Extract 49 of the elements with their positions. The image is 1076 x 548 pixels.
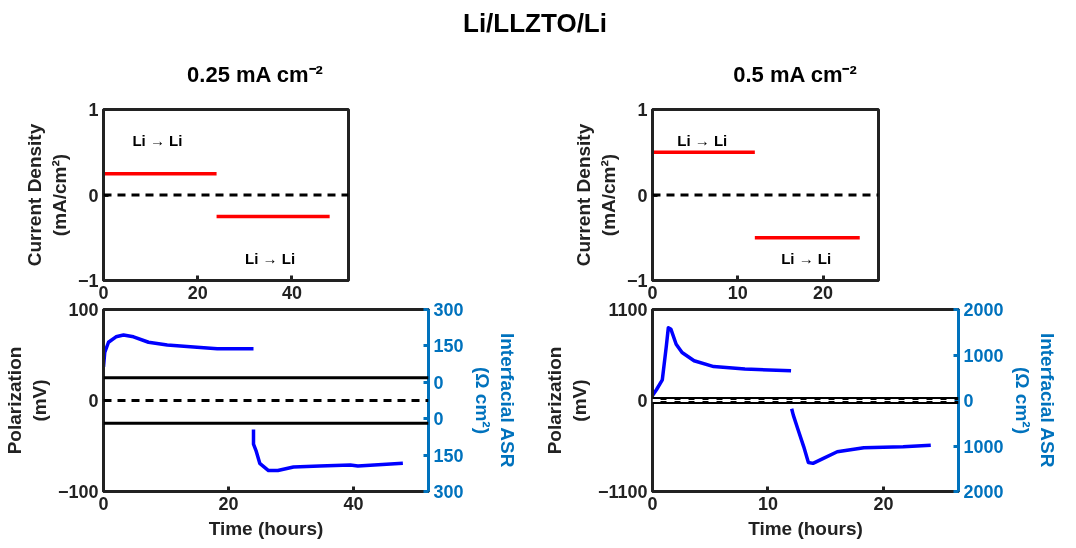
x-axis-title: Time (hours) bbox=[208, 517, 324, 539]
category-label: 150 bbox=[433, 336, 464, 357]
y-tick-label: 0 bbox=[637, 391, 648, 411]
line-series bbox=[251, 427, 405, 473]
line-series bbox=[789, 407, 933, 466]
y-tick-label: 1 bbox=[637, 100, 648, 120]
category-label: 0 bbox=[433, 409, 444, 430]
y-axis-title: Current Density (mA/cm²) bbox=[23, 123, 70, 267]
y-tick-label: −1 bbox=[77, 271, 99, 291]
y-tick-label: 1100 bbox=[608, 300, 648, 320]
category-label: 150 bbox=[433, 445, 464, 466]
text: Li/LLZTO/Li bbox=[463, 7, 607, 40]
y-tick-label: −100 bbox=[57, 482, 99, 502]
y-axis-title: Polarization (mV) bbox=[543, 346, 590, 455]
annotation: Li → Li bbox=[781, 249, 832, 267]
x-tick-label: 20 bbox=[187, 282, 208, 303]
y-tick-label: −1100 bbox=[597, 482, 648, 502]
y-tick-label: 0 bbox=[88, 185, 99, 206]
y-axis-title: Current Density (mA/cm²) bbox=[572, 123, 619, 267]
x-tick-label: 40 bbox=[343, 493, 364, 514]
x-tick-label: 20 bbox=[813, 282, 834, 303]
x-axis-title: Time (hours) bbox=[748, 517, 863, 539]
category-label: 300 bbox=[433, 300, 464, 320]
x-tick-label: 10 bbox=[757, 493, 778, 514]
y-tick-label: 0 bbox=[88, 391, 99, 411]
line-series bbox=[652, 325, 793, 398]
category-label: 0 bbox=[963, 391, 974, 411]
category-label: 0 bbox=[433, 372, 444, 393]
y-axis-title: Polarization (mV) bbox=[3, 346, 50, 455]
y-tick-label: 0 bbox=[637, 185, 648, 206]
chart-subtitle: 0.5 mA cm⁻² bbox=[733, 61, 857, 89]
x-tick-label: 20 bbox=[218, 493, 239, 514]
annotation: Li → Li bbox=[132, 131, 183, 149]
y-tick-label: 100 bbox=[68, 300, 99, 320]
y-tick-label: 1 bbox=[88, 100, 99, 120]
chart-subtitle: 0.25 mA cm⁻² bbox=[187, 61, 323, 89]
category-label: 2000 bbox=[963, 300, 1004, 320]
x-tick-label: 10 bbox=[727, 282, 748, 303]
y2-axis-title: Interfacial ASR (Ω cm²) bbox=[471, 332, 518, 468]
y2-axis-title: Interfacial ASR (Ω cm²) bbox=[1011, 332, 1058, 468]
category-label: 300 bbox=[433, 482, 464, 502]
category-label: 1000 bbox=[963, 436, 1004, 457]
annotation: Li → Li bbox=[245, 249, 296, 267]
y-tick-label: −1 bbox=[626, 271, 648, 291]
category-label: 2000 bbox=[963, 482, 1004, 502]
x-tick-label: 40 bbox=[281, 282, 302, 303]
annotation: Li → Li bbox=[677, 131, 728, 149]
category-label: 1000 bbox=[963, 345, 1004, 366]
x-tick-label: 20 bbox=[873, 493, 894, 514]
